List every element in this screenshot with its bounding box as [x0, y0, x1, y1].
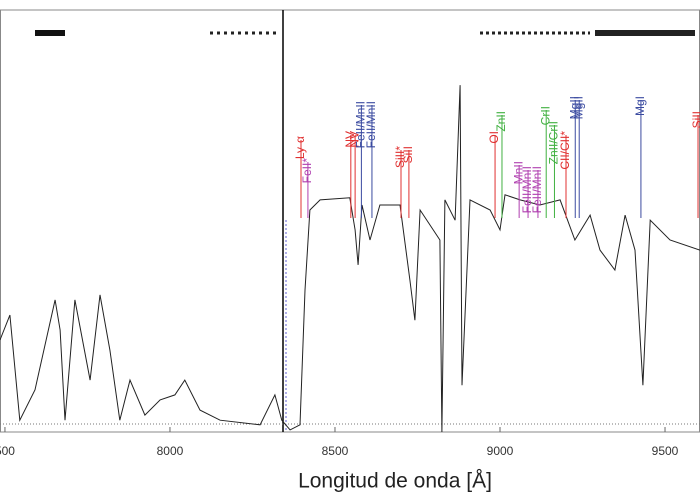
sky-mask — [35, 30, 65, 36]
line-label: SiII* — [393, 146, 407, 168]
line-label: FeII/MnII — [364, 101, 378, 148]
line-label: NV — [347, 131, 361, 148]
line-label: FeII/MnII — [354, 101, 368, 148]
line-label: OI — [487, 131, 501, 144]
sky-mask — [595, 30, 695, 36]
line-label: SiII — [690, 111, 700, 128]
line-label: ZnII/CrII — [547, 121, 561, 164]
line-label: MnII — [511, 161, 525, 184]
line-label: NV — [343, 131, 357, 148]
line-label: MgII — [571, 96, 585, 119]
line-label: CrII — [538, 106, 552, 125]
spectrum-line — [0, 85, 700, 433]
line-label: FeII/MnII — [520, 166, 534, 213]
line-label: ZnII — [494, 111, 508, 132]
x-axis-label: Longitud de onda [Å] — [298, 470, 492, 493]
line-label: MgI — [633, 96, 647, 116]
line-label: MgII — [567, 96, 581, 119]
plot-frame — [0, 9, 700, 433]
line-label: FeII* — [300, 158, 314, 184]
line-label: SiII — [401, 146, 415, 163]
x-tick-label: 9500 — [652, 444, 679, 458]
line-label: CII/CII* — [558, 131, 572, 170]
line-label: Ly-α — [293, 136, 307, 159]
x-tick-label: 500 — [0, 444, 15, 458]
x-tick-label: 8000 — [157, 444, 184, 458]
x-tick-label: 8500 — [322, 444, 349, 458]
line-label: FeII/MnII — [530, 166, 544, 213]
x-tick-label: 9000 — [487, 444, 514, 458]
